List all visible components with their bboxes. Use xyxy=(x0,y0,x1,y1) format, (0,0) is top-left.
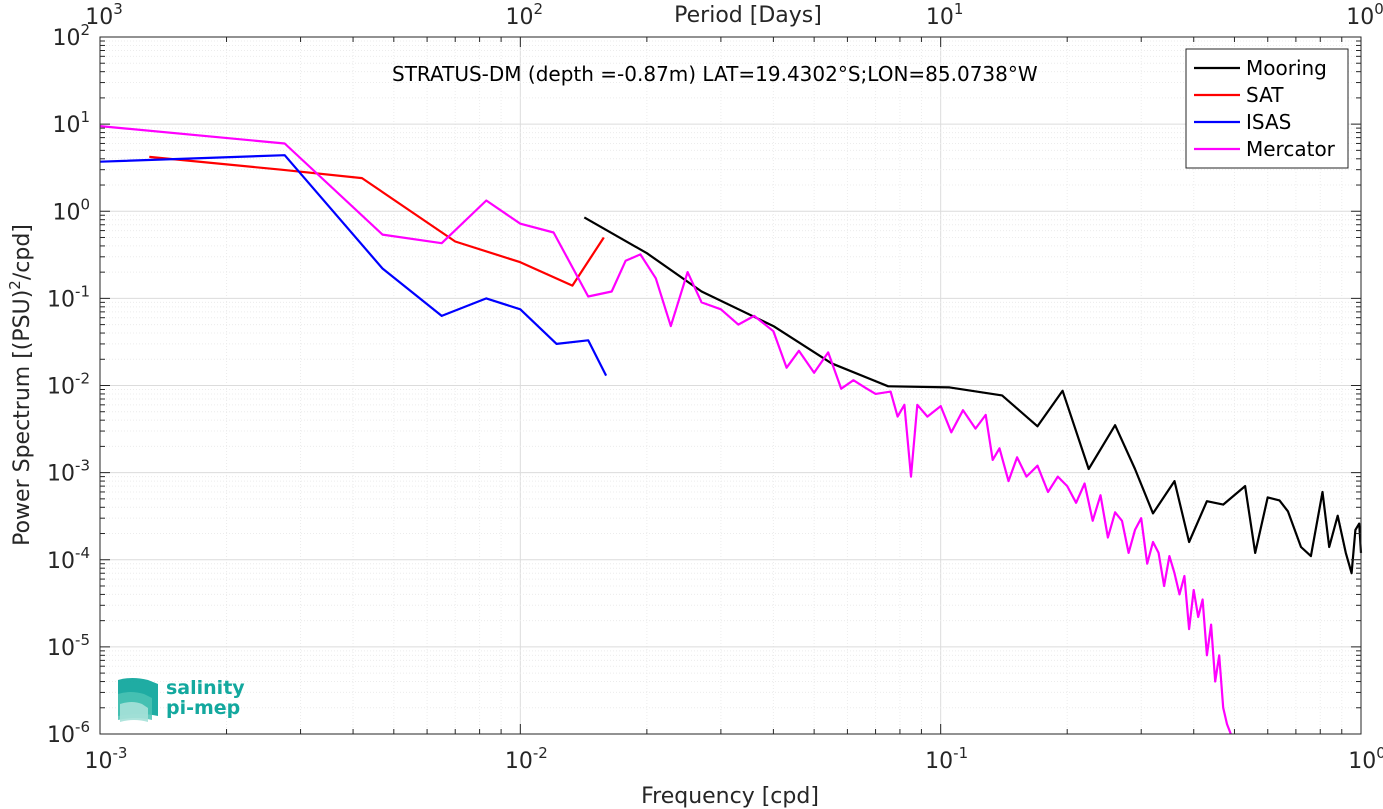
y-tick-label: 101 xyxy=(52,108,90,138)
series-layer xyxy=(99,125,1363,735)
logo-text-pi-mep: pi-mep xyxy=(166,697,240,719)
legend: Mooring SAT ISAS Mercator xyxy=(1185,48,1349,169)
x-tick-label: 10-2 xyxy=(505,744,548,774)
y-tick-label: 100 xyxy=(52,195,90,225)
logo-text-salinity: salinity xyxy=(166,677,245,699)
top-tick-label: 100 xyxy=(1346,0,1383,30)
y-tick-label: 10-6 xyxy=(47,718,90,748)
logo-mark-icon xyxy=(118,678,158,722)
x-tick-label: 100 xyxy=(1348,744,1383,774)
series-line-mooring xyxy=(583,216,1363,575)
top-tick-label: 102 xyxy=(506,0,544,30)
y-tick-label: 10-1 xyxy=(47,282,90,312)
legend-label-isas: ISAS xyxy=(1246,110,1291,134)
y-tick-label: 10-5 xyxy=(47,631,90,661)
y-tick-label: 10-2 xyxy=(47,370,90,400)
legend-label-mercator: Mercator xyxy=(1246,137,1336,161)
x-axis-title: Frequency [cpd] xyxy=(641,784,819,809)
y-axis-title: Power Spectrum [(PSU)2/cpd] xyxy=(6,224,35,546)
top-tick-label: 101 xyxy=(926,0,964,30)
y-tick-label: 10-4 xyxy=(47,544,90,574)
x-tick-label: 10-1 xyxy=(925,744,968,774)
y-tick-label: 10-3 xyxy=(47,457,90,487)
series-line-isas xyxy=(99,154,608,377)
grid-lines xyxy=(99,37,1361,735)
series-line-mercator xyxy=(99,125,1232,735)
legend-label-mooring: Mooring xyxy=(1246,56,1327,80)
axis-ticks xyxy=(99,36,1362,735)
x-tick-label: 10-3 xyxy=(85,744,128,774)
series-line-sat xyxy=(149,155,605,287)
y-tick-label: 102 xyxy=(52,21,90,51)
station-annotation: STRATUS-DM (depth =-0.87m) LAT=19.4302°S… xyxy=(392,62,1038,86)
top-axis-title: Period [Days] xyxy=(674,3,822,28)
legend-label-sat: SAT xyxy=(1246,83,1284,107)
salinity-pi-mep-logo: salinity pi-mep xyxy=(118,677,245,722)
top-tick-label: 103 xyxy=(85,0,123,30)
